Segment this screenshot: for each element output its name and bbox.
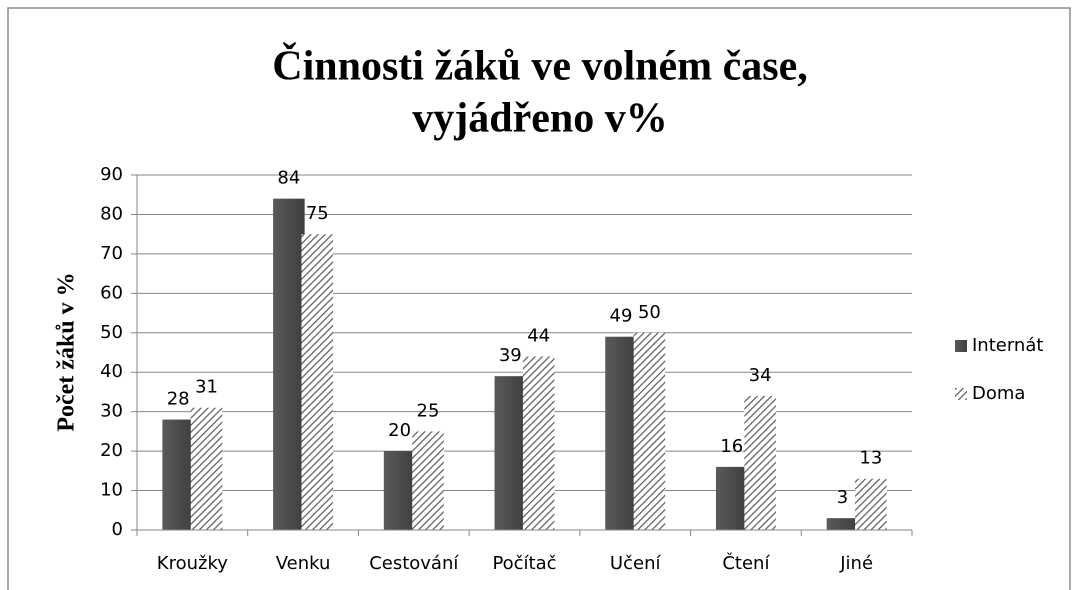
x-tick-label: Cestování [369,553,459,574]
y-tick-label: 60 [100,282,123,303]
bar [715,466,748,530]
y-tick-label: 20 [100,440,123,461]
data-label: 3 [837,487,848,508]
x-tick-label: Počítač [492,553,556,574]
data-label: 39 [499,345,522,366]
y-tick-label: 80 [100,203,123,224]
chart-title: Činnosti žáků ve volném čase, [272,42,808,90]
y-tick-label: 30 [100,401,123,422]
data-label: 13 [859,448,882,469]
bar [383,451,416,530]
bar [494,376,527,530]
y-tick-label: 50 [100,322,123,343]
bar [826,518,859,530]
data-label: 16 [720,436,743,457]
y-tick-label: 70 [100,243,123,264]
data-label: 75 [306,203,329,224]
data-label: 20 [388,420,411,441]
x-tick-label: Jiné [839,553,873,574]
bar [633,332,666,530]
chart-title: vyjádřeno v% [412,96,668,142]
data-label: 84 [277,168,300,189]
y-tick-label: 10 [100,480,123,501]
data-label: 25 [417,400,440,421]
y-tick-label: 0 [112,519,123,540]
data-label: 34 [749,365,772,386]
data-label: 49 [610,306,633,327]
bar [522,356,555,530]
data-label: 28 [167,389,190,410]
x-tick-label: Venku [276,553,331,574]
data-label: 44 [527,325,550,346]
bar [855,478,887,530]
x-tick-label: Kroužky [157,553,228,574]
legend-swatch [955,388,967,400]
data-label: 31 [195,377,218,398]
legend-swatch [955,340,967,352]
bar [412,431,444,530]
bar [301,234,334,530]
y-axis-label: Počet žáků v % [54,272,80,431]
data-label: 50 [638,302,661,323]
bar [744,395,776,530]
bar [273,198,305,530]
bar [605,336,637,530]
x-tick-label: Čtení [722,552,770,574]
bar [162,419,194,530]
legend-label: Internát [972,335,1043,356]
x-tick-label: Učení [610,553,662,574]
bar [190,407,223,530]
y-tick-label: 90 [100,164,123,185]
legend-label: Doma [972,383,1025,404]
y-tick-label: 40 [100,361,123,382]
